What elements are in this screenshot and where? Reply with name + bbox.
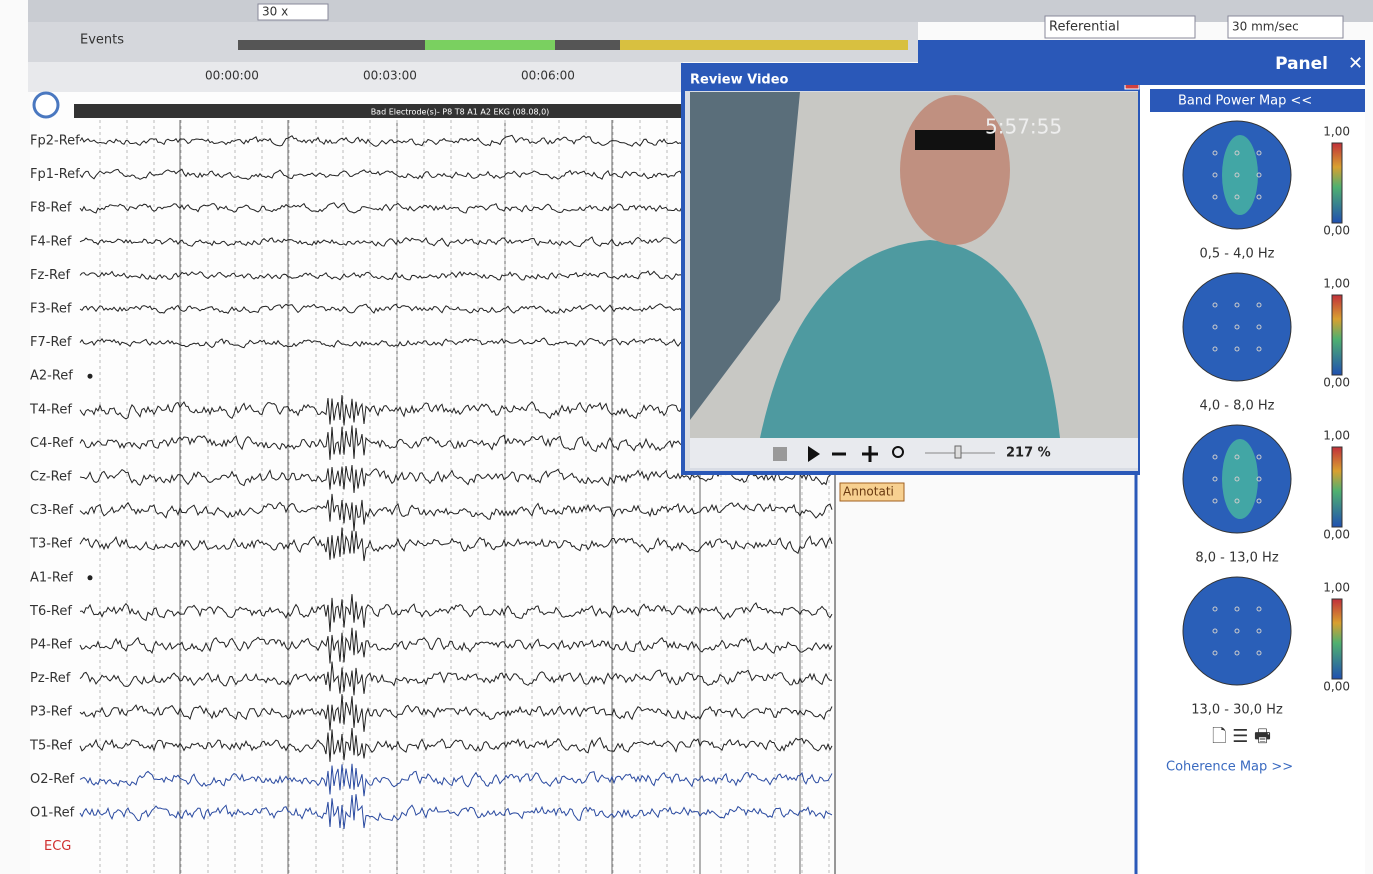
scale-max: 1,00 xyxy=(1323,277,1350,291)
slider-thumb[interactable] xyxy=(955,446,961,458)
video-title: Review Video xyxy=(690,73,789,88)
time-ruler xyxy=(28,62,683,92)
channel-label[interactable]: Fp2-Ref xyxy=(30,134,80,149)
channel-label[interactable]: P3-Ref xyxy=(30,705,72,720)
band-power-title[interactable]: Band Power Map << xyxy=(1178,94,1312,109)
video-zoom: 217 % xyxy=(1006,446,1051,461)
map-activity xyxy=(1222,135,1258,215)
panel-close[interactable]: ✕ xyxy=(1348,53,1363,74)
channel-label[interactable]: A2-Ref xyxy=(30,369,73,384)
channel-label[interactable]: Fp1-Ref xyxy=(30,167,80,182)
scale-min: 0,00 xyxy=(1323,528,1350,542)
scale-min: 0,00 xyxy=(1323,376,1350,390)
panel-title: Panel xyxy=(1275,54,1328,74)
trace-flat xyxy=(88,575,93,580)
panel-icons[interactable]: 🗋 ☰ 🖶 xyxy=(1212,726,1271,747)
trace-flat xyxy=(88,374,93,379)
band-label: 0,5 - 4,0 Hz xyxy=(1199,247,1274,262)
channel-label[interactable]: C3-Ref xyxy=(30,503,73,518)
channel-label[interactable]: A1-Ref xyxy=(30,570,73,585)
channel-label[interactable]: F3-Ref xyxy=(30,302,72,317)
event-segment xyxy=(620,40,908,50)
color-scale xyxy=(1332,447,1342,527)
video-timestamp: 5:57:55 xyxy=(985,115,1062,139)
coherence-link[interactable]: Coherence Map >> xyxy=(1166,760,1293,775)
channel-label[interactable]: F4-Ref xyxy=(30,234,72,249)
channel-label[interactable]: T5-Ref xyxy=(29,738,72,753)
annotation-label[interactable]: Annotati xyxy=(843,485,894,499)
time-label: 00:06:00 xyxy=(521,69,575,83)
map-activity xyxy=(1222,439,1258,519)
head-map xyxy=(1183,273,1291,381)
time-label: 00:00:00 xyxy=(205,69,259,83)
channel-label[interactable]: ECG xyxy=(44,839,71,854)
channel-label[interactable]: O1-Ref xyxy=(30,806,75,821)
channel-label[interactable]: P4-Ref xyxy=(30,638,72,653)
screen: 30 x Referential 30 mm/sec Events 00:00:… xyxy=(0,0,1373,874)
band-label: 13,0 - 30,0 Hz xyxy=(1191,703,1283,718)
event-segment xyxy=(425,40,555,50)
band-label: 8,0 - 13,0 Hz xyxy=(1195,551,1278,566)
video-shape xyxy=(915,130,995,150)
band-label: 4,0 - 8,0 Hz xyxy=(1199,399,1274,414)
color-scale xyxy=(1332,295,1342,375)
channel-label[interactable]: Pz-Ref xyxy=(30,671,71,686)
channel-label[interactable]: F7-Ref xyxy=(30,335,72,350)
channel-label[interactable]: T6-Ref xyxy=(29,604,72,619)
time-label: 00:03:00 xyxy=(363,69,417,83)
scale-min: 0,00 xyxy=(1323,224,1350,238)
eeg-header: Bad Electrode(s)- P8 T8 A1 A2 EKG (08.08… xyxy=(371,108,550,117)
color-scale xyxy=(1332,143,1342,223)
head-map xyxy=(1183,577,1291,685)
channel-label[interactable]: T4-Ref xyxy=(29,402,72,417)
channel-label[interactable]: Fz-Ref xyxy=(30,268,70,283)
stop-button[interactable] xyxy=(773,447,787,461)
channel-label[interactable]: C4-Ref xyxy=(30,436,73,451)
channel-label[interactable]: O2-Ref xyxy=(30,772,75,787)
channel-label[interactable]: F8-Ref xyxy=(30,201,72,216)
scale-max: 1,00 xyxy=(1323,429,1350,443)
events-label: Events xyxy=(80,33,124,48)
channel-label[interactable]: T3-Ref xyxy=(29,537,72,552)
scale-max: 1,00 xyxy=(1323,581,1350,595)
color-scale xyxy=(1332,599,1342,679)
scale-max: 1,00 xyxy=(1323,125,1350,139)
speed-select[interactable]: 30 mm/sec xyxy=(1232,20,1299,34)
channel-label[interactable]: Cz-Ref xyxy=(30,470,72,485)
montage-select[interactable]: Referential xyxy=(1049,20,1120,35)
settings-button[interactable] xyxy=(34,93,58,117)
zoom-select[interactable]: 30 x xyxy=(262,5,288,19)
scale-min: 0,00 xyxy=(1323,680,1350,694)
video-controls xyxy=(690,438,1138,468)
